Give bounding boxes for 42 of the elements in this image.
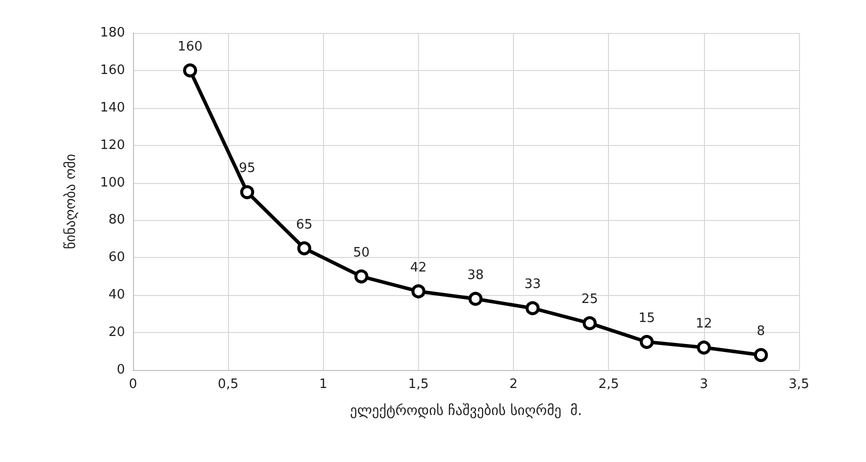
point xyxy=(240,185,254,200)
data-label: 33 xyxy=(524,277,541,292)
point xyxy=(640,334,654,349)
y-tick-label: 140 xyxy=(100,100,125,116)
x-axis-title: ელექტროდის ჩაშვების სიღრმე მ. xyxy=(350,403,582,419)
data-label: 42 xyxy=(410,260,427,276)
y-tick-label: 40 xyxy=(108,288,125,303)
point xyxy=(526,301,540,316)
x-tick-label: 1,5 xyxy=(408,377,429,392)
y-tick-label: 180 xyxy=(100,26,125,40)
x-tick-label: 0,5 xyxy=(218,377,238,392)
data-label: 160 xyxy=(178,39,202,54)
y-tick-label: 160 xyxy=(100,62,125,78)
x-tick-label: 2,5 xyxy=(598,377,620,392)
data-label: 38 xyxy=(467,268,484,283)
y-axis-title: წინაღობა ომი xyxy=(63,154,79,250)
data-label: 15 xyxy=(638,310,656,326)
y-tick-label: 100 xyxy=(100,175,125,190)
y-tick-label: 60 xyxy=(108,250,125,266)
data-label: 65 xyxy=(296,217,313,232)
y-tick-label: 0 xyxy=(116,362,125,378)
x-tick-label: 2 xyxy=(509,377,518,392)
y-tick-label: 80 xyxy=(108,212,125,228)
point xyxy=(468,292,483,306)
x-tick-label: 1 xyxy=(319,377,328,392)
point xyxy=(582,316,597,330)
y-tick-label: 20 xyxy=(108,325,125,340)
point xyxy=(354,269,368,284)
point xyxy=(696,340,711,355)
data-label: 50 xyxy=(353,245,370,260)
point xyxy=(183,63,198,78)
point xyxy=(754,348,768,362)
x-tick-label: 0 xyxy=(128,377,138,392)
data-label: 25 xyxy=(581,292,598,308)
data-label: 8 xyxy=(756,324,766,340)
data-label: 95 xyxy=(238,161,256,176)
point xyxy=(411,284,426,298)
x-tick-label: 3,5 xyxy=(788,377,810,392)
data-label: 12 xyxy=(696,316,712,332)
y-tick-label: 120 xyxy=(100,138,125,153)
x-tick-label: 3 xyxy=(700,377,708,392)
point xyxy=(297,241,312,256)
